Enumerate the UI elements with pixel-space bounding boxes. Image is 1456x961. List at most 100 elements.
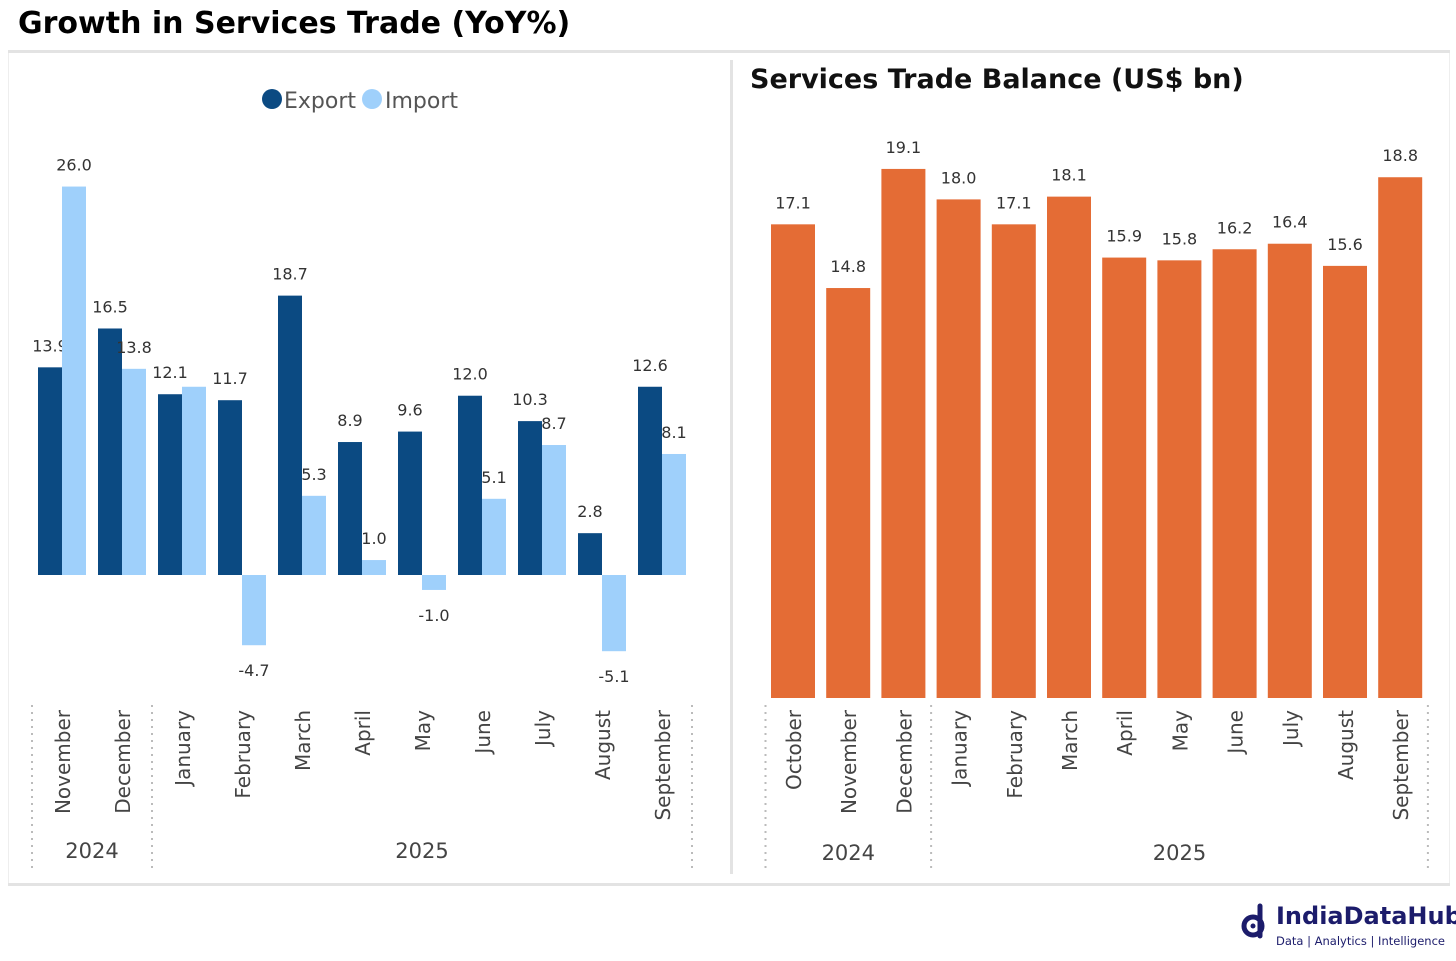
- year-label-2025: 2025: [395, 839, 448, 863]
- brand-footer: IndiaDataHub Data | Analytics | Intellig…: [1240, 900, 1456, 956]
- balance-value-june: 16.2: [1217, 218, 1253, 237]
- import-bar-may: [422, 575, 446, 590]
- category-label-april: April: [351, 710, 375, 756]
- yoy-growth-chart: Export Import 13.9 26.0 November 16.5 13.8 Dece…: [31, 89, 693, 872]
- import-bar-february: [242, 575, 266, 646]
- import-value-november: 26.0: [56, 156, 92, 175]
- import-value-december: 13.8: [116, 338, 152, 357]
- balance-category-label-february: February: [1003, 710, 1027, 799]
- balance-value-september: 18.8: [1382, 146, 1418, 165]
- balance-category-label-july: July: [1279, 710, 1303, 748]
- trade-balance-chart: 17.1 October 14.8 November 19.1 December 18.0 J…: [764, 138, 1429, 872]
- import-value-february: -4.7: [238, 661, 269, 680]
- import-bar-january: [182, 386, 206, 575]
- import-bar-august: [602, 575, 626, 652]
- category-label-august: August: [591, 710, 615, 780]
- balance-value-december: 19.1: [886, 138, 922, 157]
- export-value-april: 8.9: [337, 411, 362, 430]
- export-bar-march: [278, 295, 302, 575]
- balance-value-august: 15.6: [1327, 235, 1363, 254]
- export-value-december: 16.5: [92, 297, 128, 316]
- balance-category-label-september: September: [1389, 709, 1413, 820]
- export-value-july: 10.3: [512, 390, 548, 409]
- category-label-november: November: [51, 709, 75, 814]
- balance-category-label-august: August: [1334, 710, 1358, 780]
- balance-category-label-december: December: [892, 709, 916, 813]
- category-label-june: June: [471, 710, 495, 756]
- import-bar-july: [542, 445, 566, 575]
- export-bar-february: [218, 400, 242, 575]
- balance-category-label-january: January: [948, 710, 972, 788]
- export-value-january: 12.1: [152, 363, 188, 382]
- balance-category-label-november: November: [837, 709, 861, 814]
- balance-year-label-2024: 2024: [822, 841, 875, 865]
- balance-chart-title: Services Trade Balance (US$ bn): [750, 64, 1244, 95]
- balance-category-label-october: October: [782, 709, 806, 790]
- balance-bar-november: [826, 288, 871, 698]
- import-value-march: 5.3: [301, 465, 326, 484]
- import-bar-december: [122, 368, 146, 575]
- bottom-divider: [8, 883, 1450, 886]
- export-bar-may: [398, 431, 422, 575]
- right-border: [1449, 53, 1450, 883]
- balance-bar-april: [1102, 257, 1147, 698]
- export-bar-august: [578, 533, 602, 575]
- balance-bar-march: [1047, 196, 1091, 698]
- balance-value-january: 18.0: [941, 168, 977, 187]
- balance-bar-july: [1267, 243, 1312, 698]
- import-value-september: 8.1: [661, 423, 686, 442]
- balance-value-march: 18.1: [1051, 166, 1087, 185]
- page-title: Growth in Services Trade (YoY%): [18, 6, 571, 41]
- import-value-april: 1.0: [361, 529, 386, 548]
- balance-bar-december: [881, 168, 926, 698]
- year-label-2024: 2024: [65, 839, 118, 863]
- balance-bar-february: [991, 224, 1036, 698]
- category-label-july: July: [531, 710, 555, 748]
- balance-category-label-june: June: [1224, 710, 1248, 756]
- balance-value-april: 15.9: [1106, 227, 1142, 246]
- balance-value-may: 15.8: [1162, 229, 1198, 248]
- export-bar-april: [338, 442, 362, 575]
- export-value-february: 11.7: [212, 369, 248, 388]
- balance-value-october: 17.1: [775, 193, 811, 212]
- export-bar-december: [98, 328, 122, 575]
- balance-bar-august: [1323, 265, 1367, 698]
- balance-category-label-march: March: [1058, 710, 1082, 771]
- balance-bar-may: [1157, 260, 1202, 698]
- balance-value-november: 14.8: [830, 257, 866, 276]
- balance-bar-june: [1212, 249, 1257, 698]
- brand-name: IndiaDataHub: [1276, 902, 1456, 930]
- category-label-may: May: [411, 710, 435, 752]
- export-bar-january: [158, 394, 182, 575]
- balance-value-february: 17.1: [996, 193, 1032, 212]
- panel-divider: [730, 60, 733, 874]
- legend-export-swatch: [262, 89, 282, 109]
- legend-import-swatch: [362, 89, 382, 109]
- legend-export-label: Export: [284, 89, 356, 114]
- export-value-august: 2.8: [577, 502, 602, 521]
- category-label-september: September: [651, 709, 675, 820]
- import-bar-june: [482, 498, 506, 575]
- legend-import-label: Import: [385, 89, 458, 114]
- import-bar-april: [362, 560, 386, 575]
- category-label-january: January: [171, 710, 195, 788]
- import-bar-september: [662, 453, 686, 575]
- export-bar-june: [458, 395, 482, 575]
- import-bar-november: [62, 186, 86, 575]
- category-label-december: December: [111, 709, 135, 813]
- import-value-june: 5.1: [481, 468, 506, 487]
- export-bar-november: [38, 367, 62, 575]
- export-value-june: 12.0: [452, 365, 488, 384]
- export-value-march: 18.7: [272, 265, 308, 284]
- brand-logo-icon: [1241, 903, 1265, 939]
- category-label-february: February: [231, 710, 255, 799]
- balance-category-label-may: May: [1168, 710, 1192, 752]
- balance-category-label-april: April: [1113, 710, 1137, 756]
- balance-value-july: 16.4: [1272, 213, 1308, 232]
- import-bar-march: [302, 495, 326, 575]
- balance-bar-october: [771, 224, 815, 698]
- export-value-may: 9.6: [397, 401, 422, 420]
- category-label-march: March: [291, 710, 315, 771]
- balance-bar-january: [936, 199, 981, 698]
- import-value-july: 8.7: [541, 414, 566, 433]
